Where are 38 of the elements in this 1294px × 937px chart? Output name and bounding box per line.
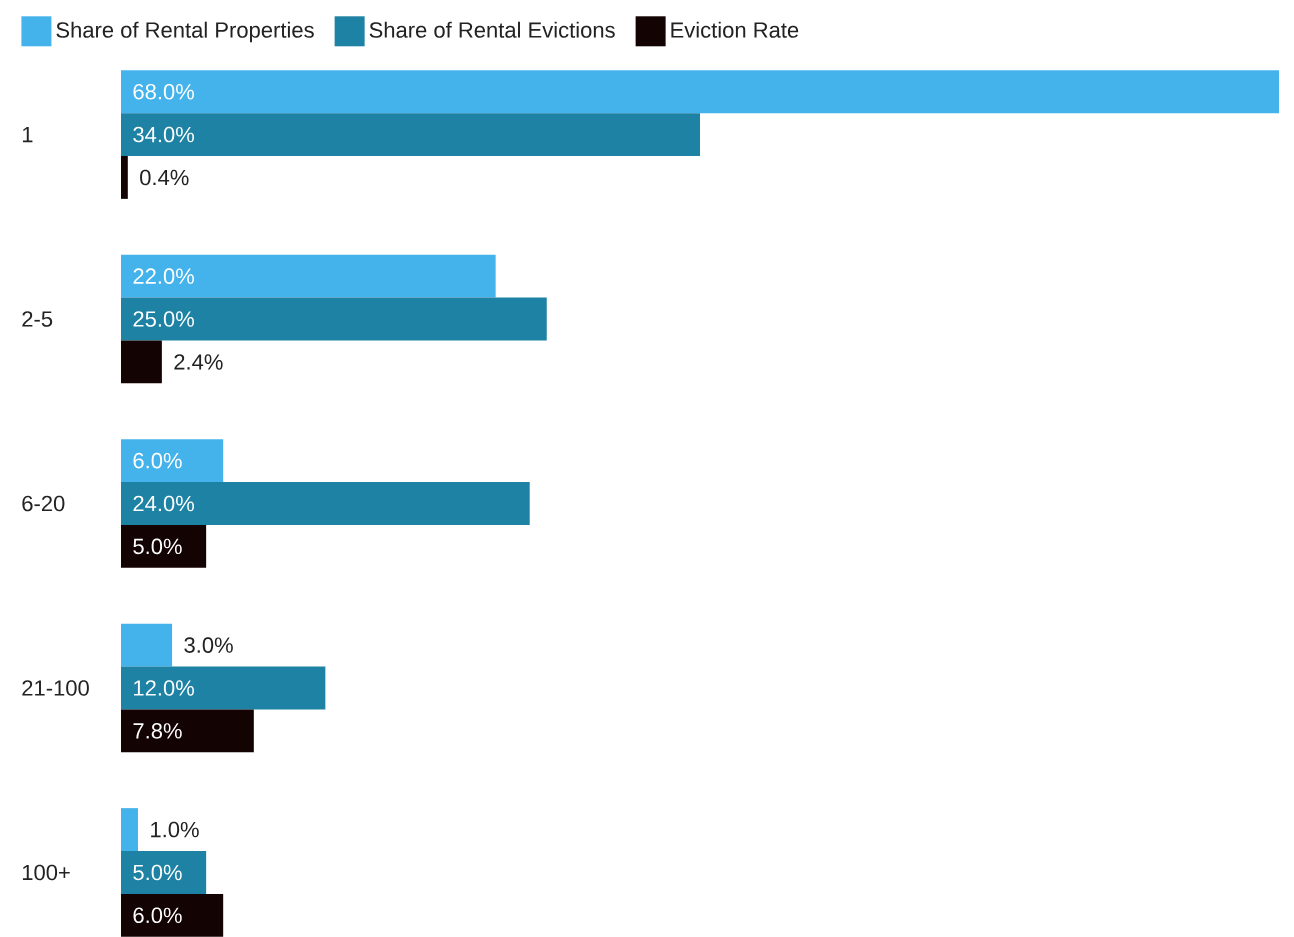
bar [121,439,224,483]
legend-label: Share of Rental Evictions [369,21,615,38]
data-label: 12.0% [134,680,194,696]
data-label: 25.0% [133,311,194,327]
bar [121,851,207,894]
data-label: 34.0% [133,126,194,143]
y-tick-label: 6-20 [22,495,65,512]
bar [121,297,547,341]
data-label: 5.0% [133,864,182,881]
bar [121,113,701,156]
data-label: 5.0% [133,538,182,555]
bar [121,482,530,525]
y-tick-label: 100+ [22,864,70,881]
data-label: 68.0% [133,83,194,100]
y-tick-label: 2-5 [22,311,53,327]
bar [121,524,207,568]
y-tick-label: 21-100 [22,680,89,696]
y-tick-label: 1 [22,127,33,143]
data-label: 6.0% [133,452,182,469]
data-label: 0.4% [140,169,189,186]
data-label: 2.4% [174,354,223,370]
bar [121,254,496,298]
legend-label: Eviction Rate [671,21,799,38]
bar [121,156,128,199]
bar [121,340,162,384]
bar [121,623,173,667]
data-label: 24.0% [133,495,194,512]
data-label: 1.0% [151,821,199,838]
legend-label: Share of Rental Properties [56,21,314,43]
bar [121,808,139,852]
data-label: 7.8% [133,723,182,739]
bar [121,893,224,937]
bar [121,709,254,753]
bar [121,70,1280,114]
data-label: 6.0% [133,907,182,924]
bar [121,666,326,710]
data-label: 22.0% [133,268,194,284]
data-label: 3.0% [184,637,233,653]
